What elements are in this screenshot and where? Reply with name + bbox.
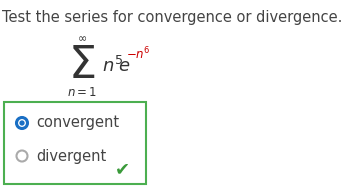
Text: convergent: convergent bbox=[36, 115, 119, 130]
Text: $e$: $e$ bbox=[118, 57, 130, 75]
Text: $n = 1$: $n = 1$ bbox=[67, 86, 97, 99]
Text: $-n^6$: $-n^6$ bbox=[127, 46, 151, 62]
Text: divergent: divergent bbox=[36, 149, 106, 164]
Text: Test the series for convergence or divergence.: Test the series for convergence or diver… bbox=[2, 10, 342, 25]
FancyBboxPatch shape bbox=[4, 102, 146, 184]
Text: ✔: ✔ bbox=[115, 160, 130, 178]
Text: $\infty$: $\infty$ bbox=[77, 33, 87, 43]
Text: $\Sigma$: $\Sigma$ bbox=[68, 45, 96, 87]
Circle shape bbox=[19, 120, 24, 126]
Text: $n^5$: $n^5$ bbox=[102, 56, 123, 76]
